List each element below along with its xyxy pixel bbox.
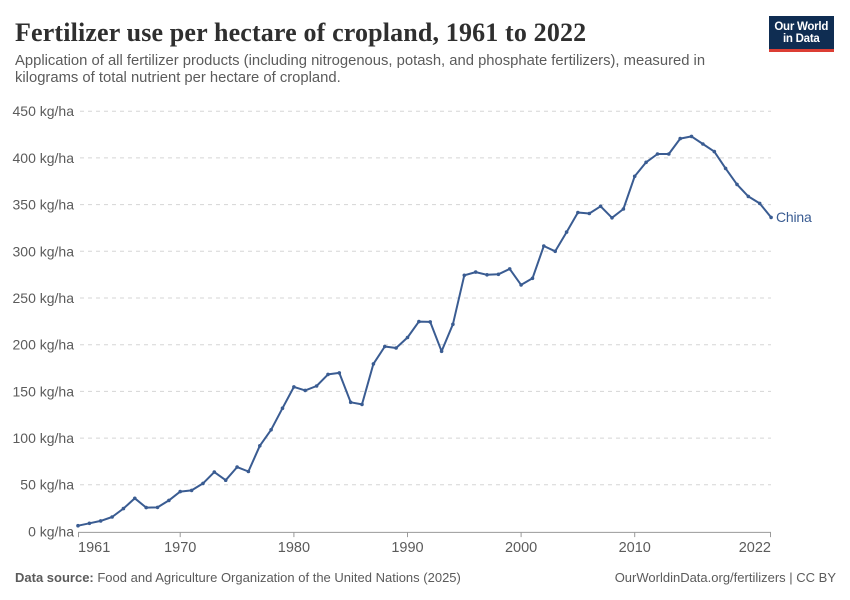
svg-text:2010: 2010 (619, 540, 651, 556)
svg-text:50 kg/ha: 50 kg/ha (20, 477, 74, 493)
svg-text:150 kg/ha: 150 kg/ha (13, 383, 75, 399)
svg-text:2022: 2022 (739, 540, 771, 556)
svg-text:1990: 1990 (391, 540, 423, 556)
svg-text:250 kg/ha: 250 kg/ha (13, 290, 75, 306)
svg-text:1961: 1961 (78, 540, 110, 556)
svg-text:350 kg/ha: 350 kg/ha (13, 197, 75, 213)
svg-text:1970: 1970 (164, 540, 196, 556)
svg-text:China: China (776, 209, 812, 225)
svg-text:450 kg/ha: 450 kg/ha (13, 103, 75, 119)
svg-text:300 kg/ha: 300 kg/ha (13, 243, 75, 259)
svg-text:2000: 2000 (505, 540, 537, 556)
svg-text:100 kg/ha: 100 kg/ha (13, 430, 75, 446)
svg-text:0 kg/ha: 0 kg/ha (28, 524, 74, 540)
svg-text:400 kg/ha: 400 kg/ha (13, 150, 75, 166)
svg-text:200 kg/ha: 200 kg/ha (13, 337, 75, 353)
svg-text:1980: 1980 (278, 540, 310, 556)
